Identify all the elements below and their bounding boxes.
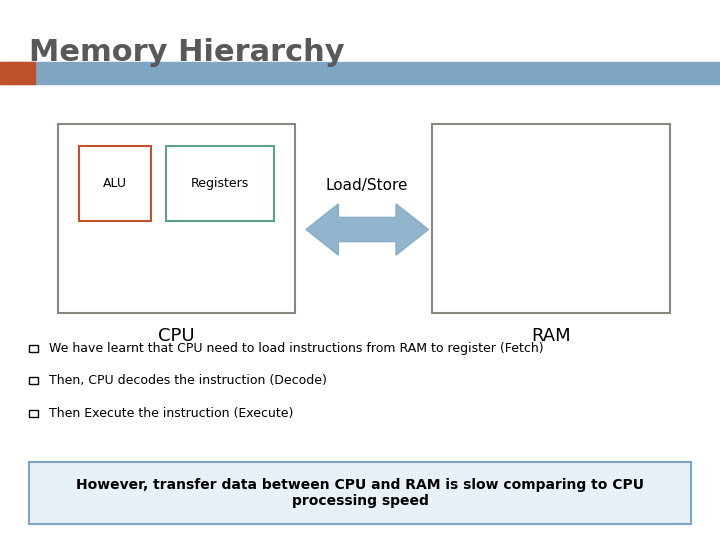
Text: ALU: ALU bbox=[103, 177, 127, 190]
Bar bbox=[29, 409, 38, 417]
Text: Then, CPU decodes the instruction (Decode): Then, CPU decodes the instruction (Decod… bbox=[49, 374, 327, 387]
Bar bbox=[29, 345, 38, 352]
Bar bbox=[432, 124, 670, 313]
Text: Memory Hierarchy: Memory Hierarchy bbox=[29, 38, 344, 67]
Bar bbox=[29, 377, 38, 384]
Bar bbox=[79, 146, 151, 221]
Text: We have learnt that CPU need to load instructions from RAM to register (Fetch): We have learnt that CPU need to load ins… bbox=[49, 342, 544, 355]
Text: However, transfer data between CPU and RAM is slow comparing to CPU
processing s: However, transfer data between CPU and R… bbox=[76, 478, 644, 508]
Text: Load/Store: Load/Store bbox=[326, 178, 408, 193]
Text: Registers: Registers bbox=[191, 177, 248, 190]
Text: RAM: RAM bbox=[531, 327, 571, 345]
Polygon shape bbox=[306, 204, 428, 255]
Text: Then Execute the instruction (Execute): Then Execute the instruction (Execute) bbox=[49, 407, 293, 420]
Text: CPU: CPU bbox=[158, 327, 194, 345]
Bar bbox=[29, 462, 691, 524]
Bar bbox=[0, 62, 720, 84]
Bar bbox=[0, 62, 35, 84]
Bar bbox=[166, 146, 274, 221]
Bar bbox=[58, 124, 295, 313]
